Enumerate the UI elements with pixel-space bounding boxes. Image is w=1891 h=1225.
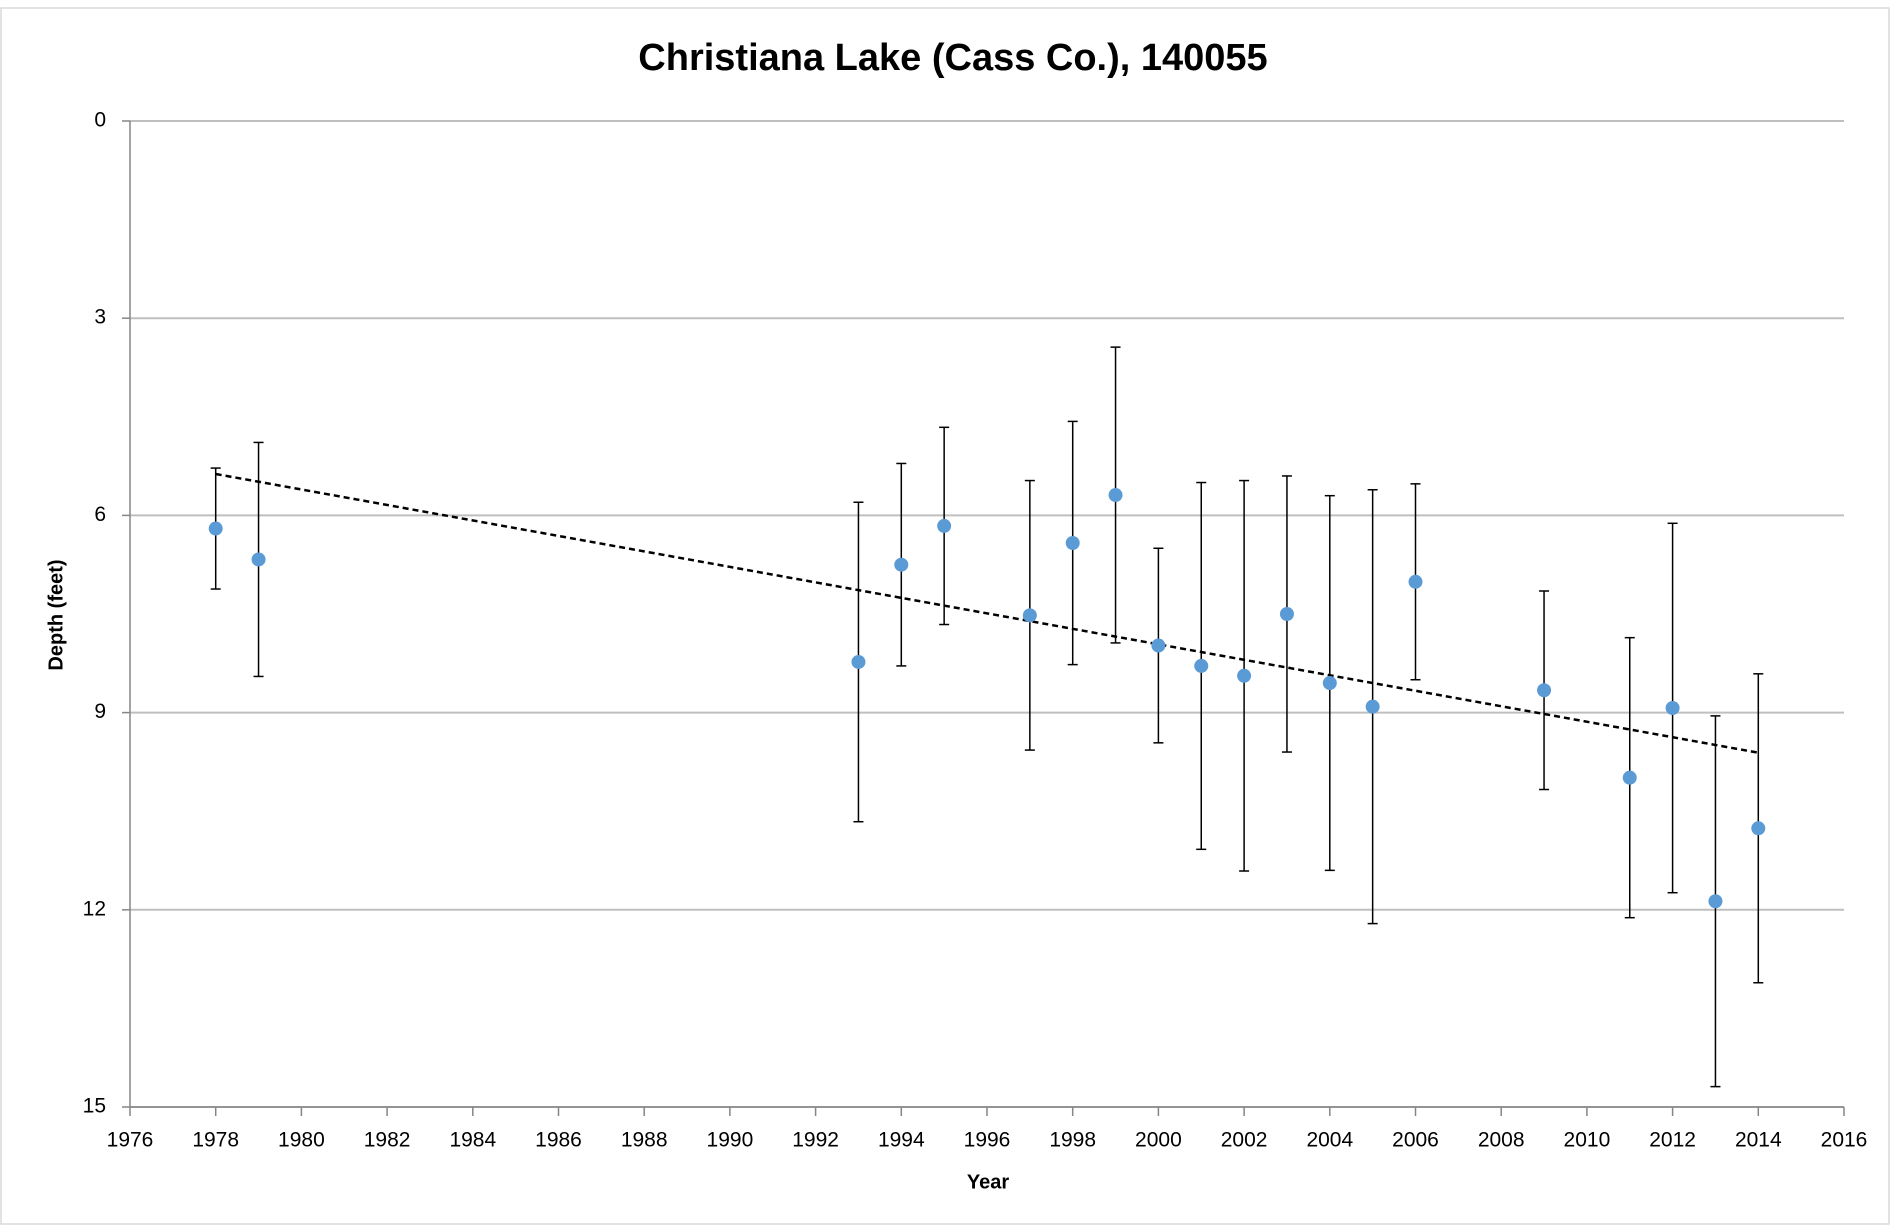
y-tick-label: 0 — [94, 109, 106, 132]
y-tick-label: 6 — [94, 503, 106, 526]
x-tick-label: 1994 — [878, 1129, 925, 1152]
x-tick-label: 2014 — [1735, 1129, 1782, 1152]
x-tick-label: 1986 — [535, 1129, 582, 1152]
x-tick-label: 1982 — [364, 1129, 411, 1152]
y-tick-label: 9 — [94, 700, 106, 723]
data-point — [1151, 638, 1166, 653]
data-point — [208, 521, 223, 536]
y-tick-label: 3 — [94, 306, 106, 329]
data-point — [1108, 488, 1123, 503]
x-tick-label: 1976 — [107, 1129, 154, 1152]
data-point — [1237, 668, 1252, 683]
data-point — [1751, 821, 1766, 836]
x-tick-label: 1978 — [192, 1129, 239, 1152]
x-tick-label: 2000 — [1135, 1129, 1182, 1152]
data-point — [1065, 536, 1080, 551]
data-point — [1365, 699, 1380, 714]
x-tick-label: 1992 — [792, 1129, 839, 1152]
data-point — [1194, 658, 1209, 673]
data-point — [1622, 770, 1637, 785]
x-tick-label: 1990 — [707, 1129, 754, 1152]
x-tick-label: 1998 — [1049, 1129, 1096, 1152]
chart-title: Christiana Lake (Cass Co.), 140055 — [638, 37, 1267, 79]
data-point — [1408, 574, 1423, 589]
data-point — [1022, 608, 1037, 623]
x-axis-label: Year — [967, 1171, 1009, 1193]
chart-border — [0, 7, 1890, 1225]
data-point — [1279, 607, 1294, 621]
data-point — [1708, 894, 1723, 909]
data-point — [894, 557, 909, 572]
y-axis-label: Depth (feet) — [45, 559, 67, 670]
x-tick-label: 1988 — [621, 1129, 668, 1152]
x-tick-label: 2002 — [1221, 1129, 1268, 1152]
x-tick-label: 2006 — [1392, 1129, 1439, 1152]
x-tick-label: 1996 — [964, 1129, 1011, 1152]
x-tick-label: 1980 — [278, 1129, 325, 1152]
x-tick-label: 2012 — [1649, 1129, 1696, 1152]
x-tick-label: 2004 — [1306, 1129, 1353, 1152]
y-tick-label: 15 — [83, 1095, 106, 1118]
trendline — [215, 472, 1759, 754]
data-point — [851, 654, 866, 669]
y-tick-label: 12 — [83, 897, 106, 920]
x-tick-label: 2016 — [1821, 1129, 1868, 1152]
x-tick-label: 1984 — [449, 1129, 496, 1152]
x-tick-label: 2010 — [1564, 1129, 1611, 1152]
data-point — [251, 552, 266, 567]
data-point — [937, 518, 952, 533]
data-point — [1322, 676, 1337, 691]
data-point — [1537, 683, 1552, 698]
data-point — [1665, 700, 1680, 715]
x-tick-label: 2008 — [1478, 1129, 1525, 1152]
